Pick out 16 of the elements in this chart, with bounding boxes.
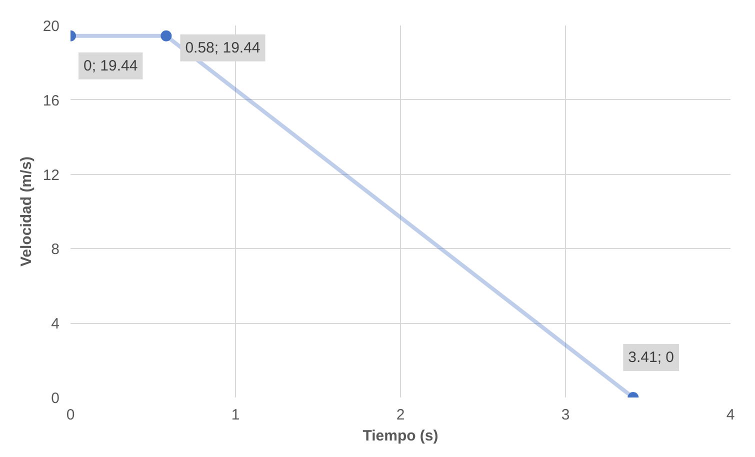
y-tick-label: 12 bbox=[42, 166, 60, 184]
data-label: 3.41; 0 bbox=[628, 349, 674, 366]
y-tick-label: 0 bbox=[51, 390, 60, 407]
x-tick-label: 2 bbox=[396, 406, 405, 424]
y-tick-label: 16 bbox=[42, 92, 60, 110]
x-tick-label: 3 bbox=[561, 406, 570, 424]
x-tick-label: 4 bbox=[726, 406, 735, 424]
x-tick-label: 1 bbox=[231, 406, 240, 424]
data-label: 0; 19.44 bbox=[84, 57, 138, 74]
x-axis-title: Tiempo (s) bbox=[362, 428, 438, 444]
y-tick-label: 20 bbox=[42, 18, 60, 35]
y-axis-title: Velocidad (m/s) bbox=[18, 156, 35, 267]
x-tick-label: 0 bbox=[66, 406, 75, 424]
y-tick-label: 4 bbox=[51, 316, 60, 333]
y-tick-label: 8 bbox=[51, 241, 60, 258]
data-label: 0.58; 19.44 bbox=[185, 39, 260, 56]
